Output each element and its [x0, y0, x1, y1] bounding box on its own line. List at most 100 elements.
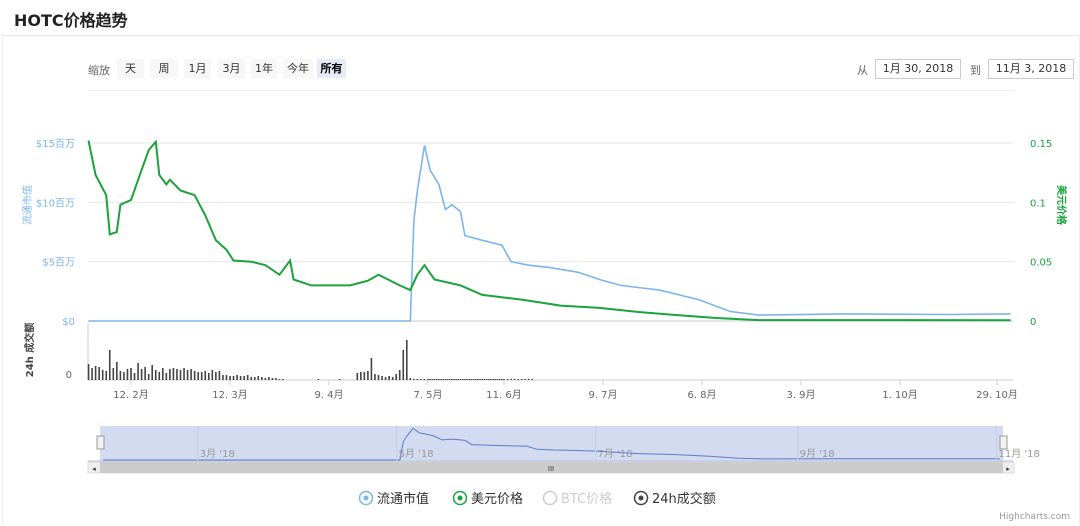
- volume-bar: [257, 376, 260, 380]
- legend-radio-icon: [542, 490, 558, 506]
- navigator-handle-left[interactable]: [96, 435, 105, 450]
- volume-bar: [498, 379, 501, 380]
- volume-axis-title: 24h 成交额: [23, 323, 36, 378]
- volume-bar: [126, 369, 129, 380]
- volume-bar: [264, 378, 267, 380]
- legend-label: 24h成交额: [652, 491, 716, 507]
- x-tick-label: 11. 6月: [486, 389, 521, 401]
- volume-bar: [363, 372, 366, 380]
- volume-bar: [317, 379, 320, 380]
- zoom-button-5[interactable]: 今年: [283, 59, 313, 78]
- volume-bar: [470, 379, 473, 380]
- volume-bar: [158, 372, 161, 380]
- volume-bar: [154, 370, 157, 380]
- volume-bar: [455, 379, 458, 380]
- volume-bar: [488, 379, 490, 380]
- volume-bar: [472, 379, 475, 380]
- navigator-tick-label: 3月 '18: [200, 448, 235, 460]
- series-market-cap-line: [88, 145, 1011, 322]
- volume-bar: [444, 379, 447, 380]
- navigator-series: [103, 427, 1000, 461]
- scrollbar-grip-icon: III: [548, 465, 554, 473]
- volume-bar: [165, 373, 168, 380]
- volume-bar: [451, 379, 453, 380]
- scroll-right-icon: ▸: [1006, 465, 1010, 473]
- volume-bar: [261, 377, 263, 380]
- volume-bar: [398, 370, 401, 380]
- volume-bar: [367, 371, 369, 380]
- zoom-button-4[interactable]: 1年: [251, 59, 277, 78]
- volume-bar: [91, 368, 93, 380]
- volume-bar: [481, 379, 484, 380]
- volume-bar: [477, 379, 479, 380]
- volume-bar: [474, 379, 477, 380]
- left-axis-title: 流通市值: [21, 185, 34, 225]
- volume-bar: [282, 379, 284, 380]
- navigator-tick-label: 11月 '18: [998, 448, 1039, 460]
- volume-bar: [108, 350, 111, 380]
- series-usd-price-line: [87, 139, 1011, 322]
- volume-bar: [506, 379, 509, 380]
- legend-item-1[interactable]: 美元价格: [452, 490, 524, 507]
- volume-bar: [232, 376, 235, 380]
- legend-item-2[interactable]: BTC价格: [542, 490, 613, 507]
- volume-bar: [503, 379, 505, 380]
- zoom-label: 缩放: [88, 64, 110, 77]
- volume-bar: [468, 379, 471, 380]
- x-tick-label: 12. 2月: [113, 389, 148, 401]
- volume-bar: [176, 369, 178, 380]
- volume-bar: [356, 373, 359, 380]
- volume-bar: [413, 379, 415, 380]
- zoom-button-2[interactable]: 1月: [184, 59, 211, 78]
- volume-bar: [517, 379, 519, 380]
- volume-bar: [119, 371, 122, 380]
- to-label: 到: [970, 64, 981, 77]
- volume-bar: [496, 379, 499, 380]
- volume-bar: [215, 372, 217, 380]
- volume-bar: [218, 371, 221, 380]
- left-axis-tick: $10百万: [36, 197, 75, 209]
- page-title: HOTC价格趋势: [14, 11, 128, 30]
- volume-bar: [501, 379, 503, 380]
- legend-label: BTC价格: [561, 491, 612, 507]
- volume-bar: [483, 379, 486, 380]
- volume-bar: [200, 372, 203, 380]
- legend-item-3[interactable]: 24h成交额: [633, 490, 716, 507]
- volume-bar: [391, 377, 394, 380]
- right-axis-title: 美元价格: [1055, 185, 1068, 226]
- volume-bar: [172, 368, 175, 380]
- zoom-button-0[interactable]: 天: [117, 59, 144, 78]
- from-date-input[interactable]: 1月 30, 2018: [875, 59, 961, 79]
- volume-bar: [388, 376, 390, 380]
- navigator-tick-label: 9月 '18: [800, 448, 835, 460]
- volume-bar: [360, 372, 362, 380]
- volume-bar: [520, 379, 523, 380]
- volume-bar: [204, 371, 207, 380]
- navigator-handle-right[interactable]: [999, 435, 1008, 450]
- volume-bar: [494, 379, 497, 380]
- volume-bar: [433, 379, 436, 380]
- scrollbar-thumb[interactable]: [100, 462, 1003, 473]
- legend-item-0[interactable]: 流通市值: [358, 490, 430, 507]
- volume-bar: [169, 369, 171, 380]
- volume-bar: [459, 379, 462, 380]
- volume-bar: [268, 377, 270, 380]
- volume-bar: [151, 365, 154, 380]
- volume-bar: [239, 376, 242, 380]
- volume-bar: [435, 379, 438, 380]
- volume-bar: [527, 379, 530, 380]
- zoom-button-1[interactable]: 周: [150, 59, 178, 78]
- navigator-tick-label: 7月 '18: [598, 448, 633, 460]
- to-date-input[interactable]: 11月 3, 2018: [988, 59, 1074, 79]
- volume-bar: [431, 379, 434, 380]
- credits-link[interactable]: Highcharts.com: [999, 512, 1070, 522]
- volume-bar: [211, 370, 214, 380]
- from-label: 从: [857, 64, 868, 77]
- zoom-button-3[interactable]: 3月: [218, 59, 245, 78]
- zoom-button-6[interactable]: 所有: [317, 59, 346, 78]
- volume-bar: [246, 375, 249, 380]
- volume-bar: [384, 377, 387, 380]
- volume-bar: [140, 369, 143, 380]
- volume-bar: [479, 379, 481, 380]
